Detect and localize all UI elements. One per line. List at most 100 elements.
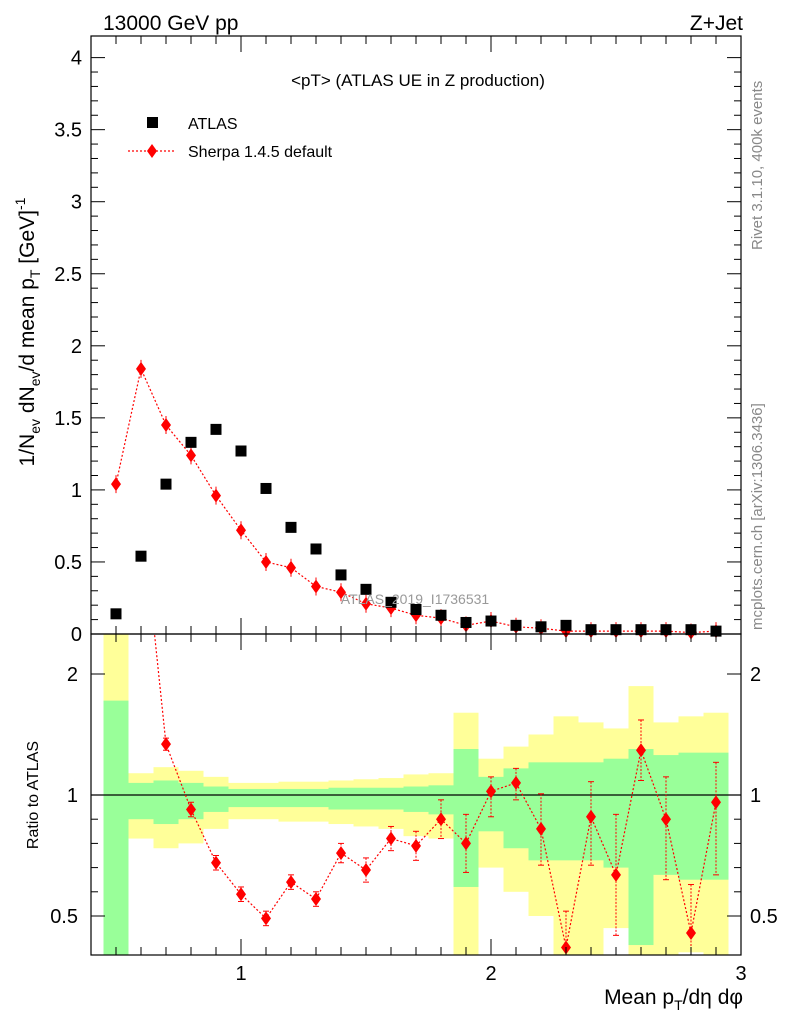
atlas-point	[460, 616, 472, 628]
ratio-sherpa-point	[686, 925, 696, 940]
ratio-sherpa-point	[286, 875, 296, 890]
main-ytick-label: 2.5	[54, 264, 82, 286]
sherpa-point	[161, 418, 171, 433]
ratio-band-inner	[303, 788, 329, 808]
ratio-sherpa-point	[436, 812, 446, 827]
mcplots-label: mcplots.cern.ch [arXiv:1306.3436]	[749, 403, 766, 630]
ratio-sherpa-point	[261, 911, 271, 926]
legend-atlas-label: ATLAS	[188, 116, 238, 133]
atlas-point	[435, 609, 447, 621]
ratio-band-inner	[353, 787, 379, 810]
sherpa-point	[361, 596, 371, 611]
sherpa-point	[111, 477, 121, 492]
x-tick-label: 1	[235, 963, 246, 985]
ratio-band-inner	[678, 752, 704, 880]
ratio-sherpa-point	[336, 846, 346, 861]
ratio-ytick-label: 0.5	[50, 906, 78, 928]
ratio-sherpa-point	[361, 863, 371, 878]
ratio-ytick-label: 2	[67, 664, 78, 686]
atlas-point	[185, 436, 197, 448]
ratio-ytick-label-right: 0.5	[750, 906, 778, 928]
ratio-band-inner	[228, 788, 254, 808]
ratio-mc-series	[136, 498, 721, 955]
ratio-band-inner	[553, 762, 579, 861]
ratio-sherpa-point	[161, 737, 171, 752]
atlas-point	[235, 445, 247, 457]
ratio-band-inner	[378, 787, 404, 810]
legend-sherpa-label: Sherpa 1.4.5 default	[188, 144, 333, 161]
ratio-band-inner	[103, 700, 129, 955]
ratio-sherpa-point	[636, 743, 646, 758]
ratio-band-inner	[403, 786, 429, 812]
x-tick-label: 3	[735, 963, 746, 985]
ratio-clipped	[136, 498, 721, 955]
sherpa-point	[186, 448, 196, 463]
atlas-point	[385, 596, 397, 608]
ratio-sherpa-point	[311, 892, 321, 907]
ratio-band-inner	[628, 749, 654, 946]
atlas-point	[160, 478, 172, 490]
ratio-ytick-label-right: 1	[750, 785, 761, 807]
main-ytick-label: 1.5	[54, 408, 82, 430]
atlas-point	[335, 569, 347, 581]
plot-title: <pT> (ATLAS UE in Z production)	[291, 71, 545, 90]
sherpa-point	[136, 361, 146, 376]
ratio-band-inner	[203, 786, 229, 812]
axis-ticks: 0 0.5 1 1.5 2 2.5 3 3.5 4 1 2 3 0.5 0.5 1 1 2 2	[50, 36, 778, 985]
sherpa-point	[286, 560, 296, 575]
ratio-band-inner	[328, 787, 354, 810]
ratio-sherpa-point	[386, 831, 396, 846]
legend-atlas-marker	[147, 117, 158, 128]
ratio-sherpa-point	[211, 855, 221, 870]
ratio-sherpa-point	[236, 887, 246, 902]
rivet-version-label: Rivet 3.1.10, 400k events	[749, 81, 766, 250]
ratio-y-axis-label: Ratio to ATLAS	[25, 741, 42, 849]
main-ytick-label: 1	[71, 480, 82, 502]
legend: ATLAS Sherpa 1.4.5 default	[128, 116, 333, 161]
ratio-ytick-label: 1	[67, 785, 78, 807]
atlas-point	[260, 482, 272, 494]
x-axis-label: Mean pT/dη dφ	[604, 986, 743, 1013]
sherpa-point	[311, 579, 321, 594]
atlas-point	[110, 608, 122, 620]
legend-sherpa-marker	[147, 144, 157, 158]
ratio-band-inner	[253, 788, 279, 808]
ratio-ytick-label-right: 2	[750, 664, 761, 686]
ratio-band-inner	[128, 782, 154, 820]
main-ytick-label: 4	[71, 48, 82, 70]
atlas-point	[210, 423, 222, 435]
main-ytick-label: 3.5	[54, 120, 82, 142]
ratio-band-inner	[153, 780, 179, 825]
ratio-sherpa-point	[536, 821, 546, 836]
header-energy-label: 13000 GeV pp	[103, 12, 238, 35]
ratio-sherpa-point	[661, 812, 671, 827]
atlas-point	[310, 543, 322, 555]
header-process-label: Z+Jet	[690, 12, 743, 35]
ratio-sherpa-point	[411, 838, 421, 853]
sherpa-point	[336, 585, 346, 600]
atlas-point	[285, 521, 297, 533]
ratio-sherpa-point	[136, 498, 146, 512]
ratio-sherpa-point	[611, 867, 621, 882]
atlas-point	[360, 583, 372, 595]
ratio-sherpa-point	[461, 836, 471, 851]
main-ytick-label: 3	[71, 192, 82, 214]
ratio-sherpa-point	[186, 802, 196, 817]
ratio-sherpa-point	[511, 775, 521, 790]
main-ytick-label: 2	[71, 336, 82, 358]
x-tick-label: 2	[485, 963, 496, 985]
atlas-point	[410, 604, 422, 616]
atlas-point	[510, 619, 522, 631]
analysis-watermark: ATLAS_2019_I1736531	[341, 591, 490, 607]
ratio-sherpa-point	[486, 784, 496, 799]
ratio-band-inner	[278, 788, 304, 808]
sherpa-point	[236, 523, 246, 538]
sherpa-point	[261, 554, 271, 569]
ratio-sherpa-point	[711, 795, 721, 810]
atlas-point	[135, 550, 147, 562]
main-ytick-label: 0.5	[54, 552, 82, 574]
main-ytick-label: 0	[71, 624, 82, 646]
main-y-axis-label: 1/Nev dNev/d mean pT [GeV]-1	[12, 197, 43, 466]
atlas-point	[560, 619, 572, 631]
